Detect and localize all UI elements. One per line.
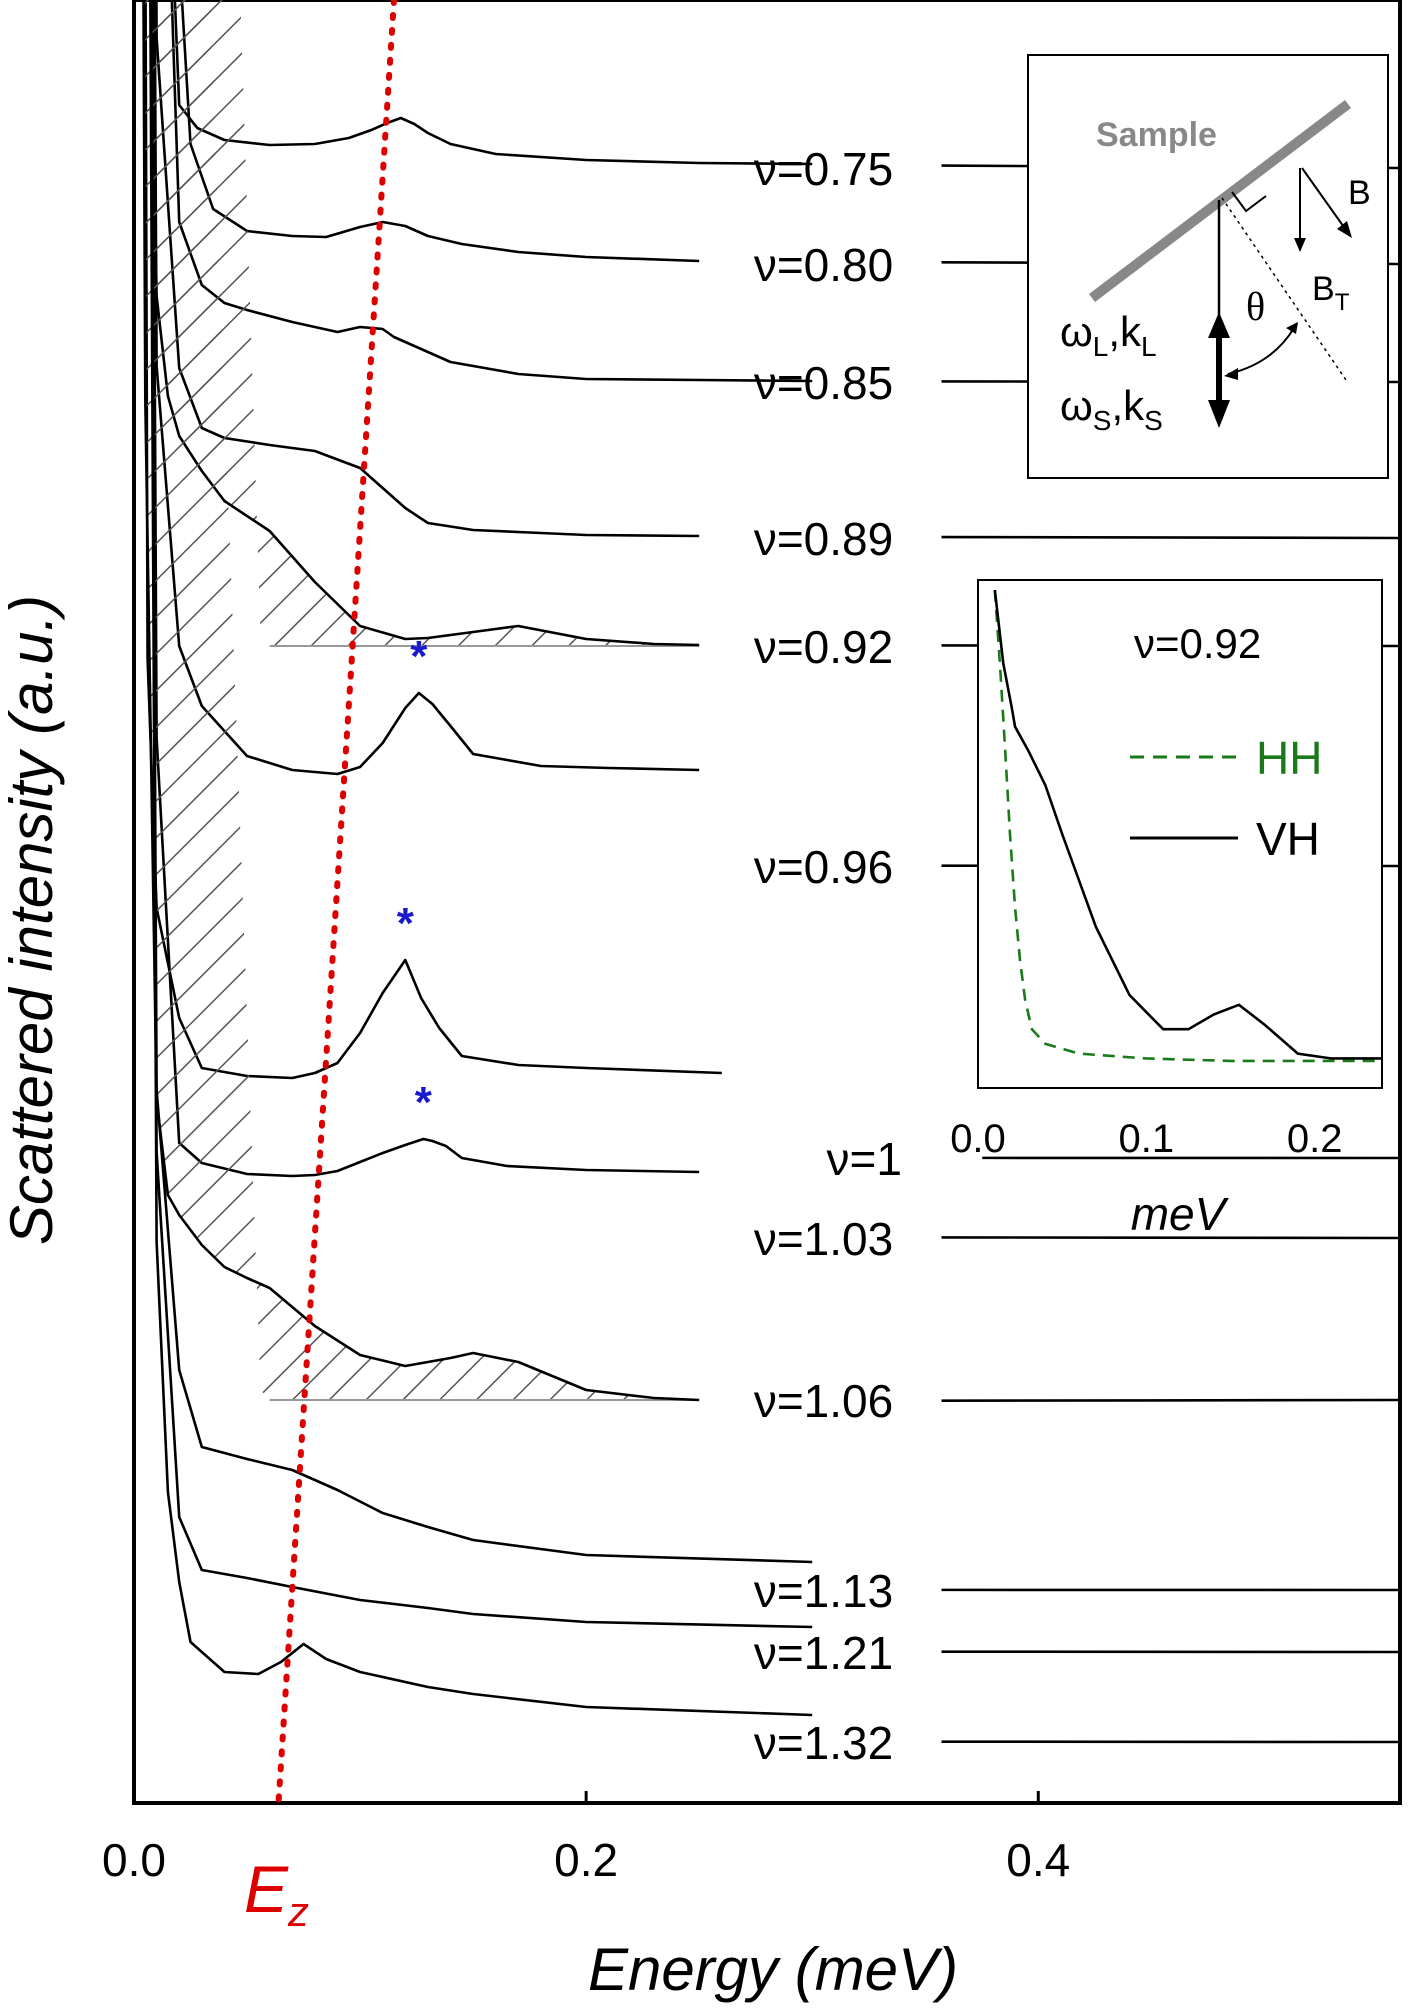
ws-mid: ,k xyxy=(1111,382,1145,429)
b-label: B xyxy=(1348,174,1371,212)
inset-x-tick-label: 0.1 xyxy=(1119,1117,1175,1161)
series-label: ν=0.85 xyxy=(754,357,893,409)
series-label: ν=1.03 xyxy=(754,1213,893,1265)
theta-arrowhead-icon-2 xyxy=(1286,322,1298,334)
peak-marker: * xyxy=(415,1078,433,1127)
ws-symbol: ω xyxy=(1060,382,1093,429)
x-tick-label: 0.2 xyxy=(554,1834,618,1886)
series-tail xyxy=(941,1236,1400,1240)
ez-label-sub: z xyxy=(287,1888,309,1935)
b-field-arrowhead-icon xyxy=(1337,221,1352,238)
wl-symbol: ω xyxy=(1060,308,1093,355)
inset-series-line xyxy=(993,589,1382,1060)
wl-label: ωL,kL xyxy=(1060,308,1157,362)
wl-mid: ,k xyxy=(1108,308,1142,355)
inset-x-axis-title: meV xyxy=(1131,1188,1230,1240)
peak-marker: * xyxy=(410,632,428,681)
ws-sub1: S xyxy=(1093,405,1112,436)
x-axis-title: Energy (meV) xyxy=(588,1936,958,2003)
series-label: ν=0.89 xyxy=(754,513,893,565)
b-down-arrowhead-icon xyxy=(1294,238,1306,252)
series-label: ν=0.75 xyxy=(754,143,893,195)
hatched-area xyxy=(143,0,700,1400)
series-label: ν=1 xyxy=(826,1133,901,1185)
wl-sub1: L xyxy=(1093,331,1109,362)
geometry-inset-frame xyxy=(1027,54,1389,479)
series-label: ν=0.92 xyxy=(754,621,893,673)
scattered-arrow-icon xyxy=(1208,400,1230,428)
inset-nu-label: ν=0.92 xyxy=(1134,620,1261,667)
series-label: ν=0.96 xyxy=(754,841,893,893)
peak-marker: * xyxy=(397,899,415,948)
inset-legend-hh-label: HH xyxy=(1256,732,1322,784)
inset-series-line xyxy=(993,589,1382,1063)
sample-label: Sample xyxy=(1096,116,1217,154)
wl-sub2: L xyxy=(1141,331,1157,362)
right-angle-mark xyxy=(1231,191,1267,213)
inset-x-tick-label: 0.0 xyxy=(950,1117,1006,1161)
theta-label: θ xyxy=(1246,284,1265,329)
inset-legend-vh-label: VH xyxy=(1256,813,1320,865)
ez-label-main: E xyxy=(244,1852,289,1926)
bt-label-main: B xyxy=(1312,270,1335,308)
series-label: ν=1.13 xyxy=(754,1565,893,1617)
series-tail xyxy=(941,1398,1400,1403)
series-label: ν=1.21 xyxy=(754,1627,893,1679)
x-tick-label: 0.0 xyxy=(102,1834,166,1886)
incident-arrow-icon xyxy=(1208,312,1230,338)
series-line xyxy=(149,0,813,1564)
inset-chart: ν=0.92 HH VH 0.0 0.1 0.2 meV xyxy=(950,579,1383,1240)
x-tick-label: 0.4 xyxy=(1006,1834,1070,1886)
series-label: ν=1.32 xyxy=(754,1717,893,1769)
theta-arrowhead-icon xyxy=(1224,368,1238,380)
inset-x-tick-label: 0.2 xyxy=(1287,1117,1343,1161)
series-label: ν=0.80 xyxy=(754,239,893,291)
series-label: ν=1.06 xyxy=(754,1375,893,1427)
geometry-inset: Sample B BT θ ωL,kL ωS,kS xyxy=(1027,54,1389,479)
series-tail xyxy=(941,535,1400,540)
bt-label: BT xyxy=(1312,270,1350,316)
inset-chart-frame xyxy=(977,579,1383,1089)
ez-label: Ez xyxy=(244,1852,309,1935)
ws-label: ωS,kS xyxy=(1060,382,1163,436)
x-tick-labels: 0.0 0.2 0.4 xyxy=(102,1834,1070,1886)
inset-curves xyxy=(993,589,1382,1063)
ez-layer xyxy=(275,0,397,1803)
series-line xyxy=(149,0,813,1717)
ez-dotted-line xyxy=(275,0,397,1803)
bt-label-sub: T xyxy=(1335,289,1350,316)
b-field-arrow xyxy=(1301,167,1347,231)
plot-frame xyxy=(132,0,1402,1805)
main-plot xyxy=(134,0,1400,1803)
series-line xyxy=(142,0,700,1402)
sample-normal xyxy=(1221,197,1347,381)
ws-sub2: S xyxy=(1144,405,1163,436)
y-axis-title: Scattered intensity (a.u.) xyxy=(0,595,65,1245)
